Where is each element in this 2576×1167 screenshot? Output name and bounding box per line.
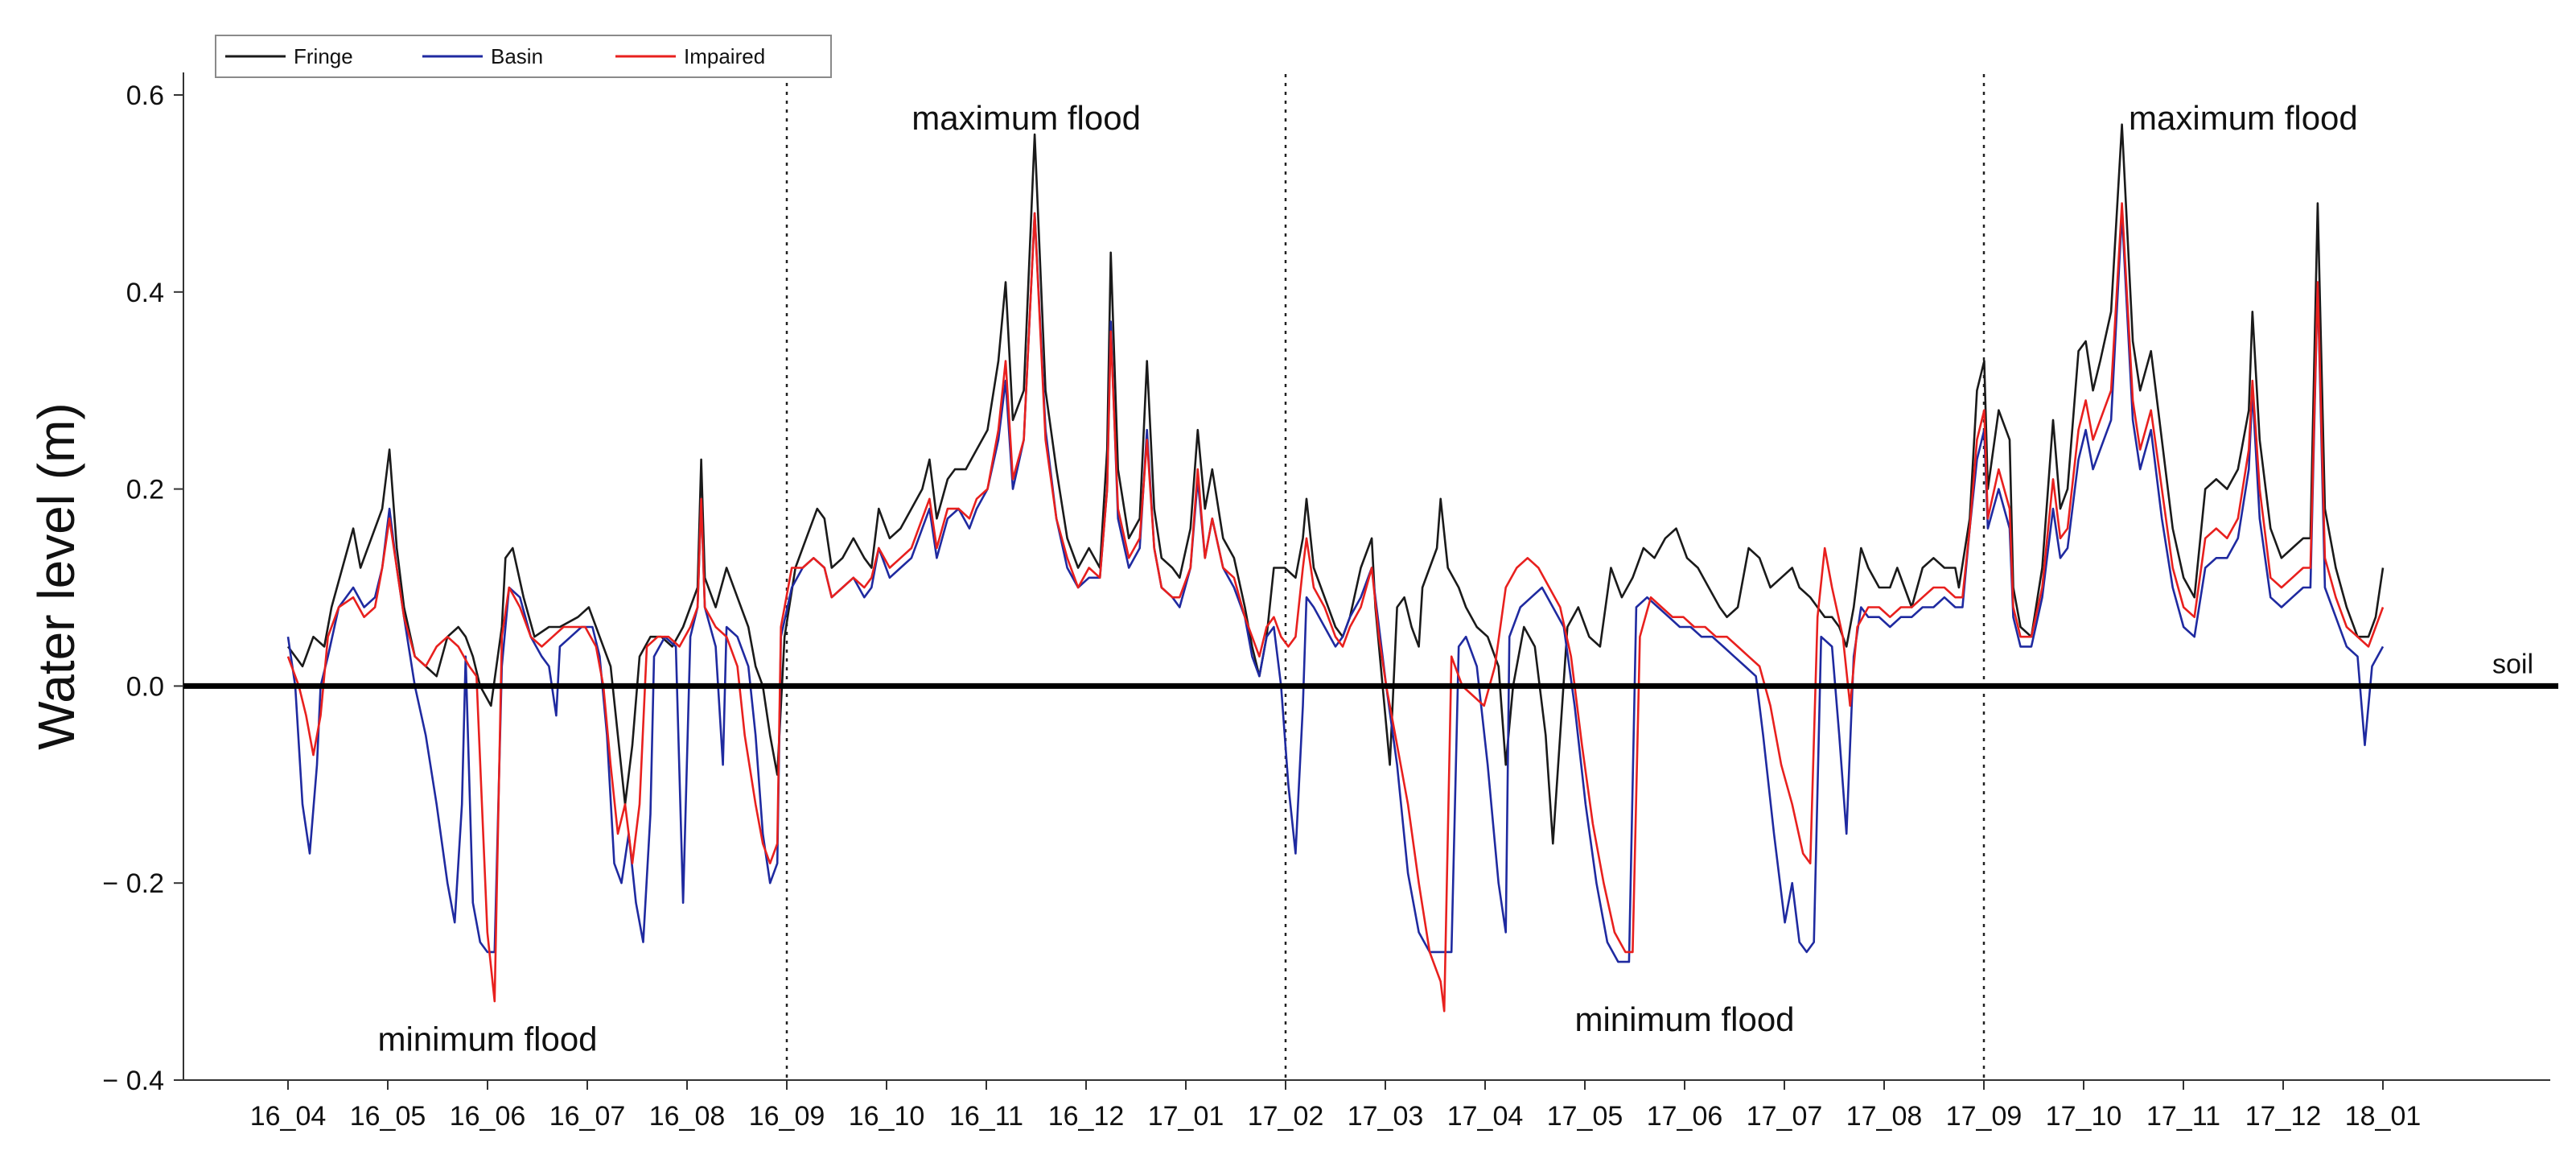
y-tick-label: − 0.2: [102, 868, 164, 899]
x-tick-label: 16_09: [749, 1101, 825, 1132]
legend-items: Fringe Basin Impaired: [225, 44, 765, 68]
x-tick-label: 16_11: [949, 1101, 1023, 1132]
y-tick-label: 0.2: [126, 475, 164, 505]
y-tick-label: 0.0: [126, 671, 164, 702]
x-tick-label: 17_02: [1248, 1101, 1324, 1132]
series-layer: [286, 123, 2385, 1012]
x-tick-label: 16_07: [549, 1101, 626, 1132]
x-tick-label: 17_10: [2046, 1101, 2122, 1132]
flood-annotation: minimum flood: [1574, 1000, 1794, 1038]
series-line-impaired: [286, 202, 2385, 1012]
y-tick-label: 0.4: [126, 278, 164, 308]
x-axis-ticks: 16_04 16_05 16_06 16_07 16_08 16_09 16_10 16_11…: [250, 1080, 2422, 1132]
legend: Fringe Basin Impaired: [215, 35, 832, 78]
x-tick-label: 17_12: [2245, 1101, 2322, 1132]
series-line-basin: [286, 212, 2385, 963]
y-axis-ticks: 0.6 0.4 0.2 0.0 − 0.2 − 0.4: [102, 80, 183, 1096]
x-tick-label: 17_09: [1946, 1101, 2023, 1132]
y-tick-label: 0.6: [126, 80, 164, 111]
legend-label-impaired: Impaired: [684, 44, 765, 68]
soil-label: soil: [2492, 649, 2533, 679]
flood-annotation: minimum flood: [377, 1020, 597, 1058]
x-tick-label: 17_04: [1447, 1101, 1524, 1132]
x-tick-label: 18_01: [2345, 1101, 2422, 1132]
y-tick-label: − 0.4: [102, 1066, 164, 1096]
x-tick-label: 17_06: [1647, 1101, 1723, 1132]
y-axis-label: Water level (m): [27, 402, 85, 749]
x-tick-label: 16_04: [250, 1101, 327, 1132]
x-tick-label: 17_08: [1846, 1101, 1923, 1132]
x-tick-label: 16_10: [849, 1101, 925, 1132]
flood-annotation: maximum flood: [911, 99, 1141, 137]
x-tick-label: 17_01: [1148, 1101, 1224, 1132]
x-tick-label: 16_12: [1048, 1101, 1125, 1132]
x-tick-label: 17_03: [1348, 1101, 1424, 1132]
x-tick-label: 17_05: [1547, 1101, 1623, 1132]
x-tick-label: 16_06: [450, 1101, 526, 1132]
annotations: maximum flood maximum flood minimum flood m…: [377, 99, 2357, 1058]
flood-annotation: maximum flood: [2129, 99, 2358, 137]
legend-label-basin: Basin: [491, 44, 543, 68]
legend-box: [215, 35, 832, 78]
x-tick-label: 17_11: [2146, 1101, 2220, 1132]
x-tick-label: 16_08: [649, 1101, 726, 1132]
legend-label-fringe: Fringe: [294, 44, 353, 68]
x-tick-label: 17_07: [1747, 1101, 1823, 1132]
x-tick-label: 16_05: [350, 1101, 426, 1132]
